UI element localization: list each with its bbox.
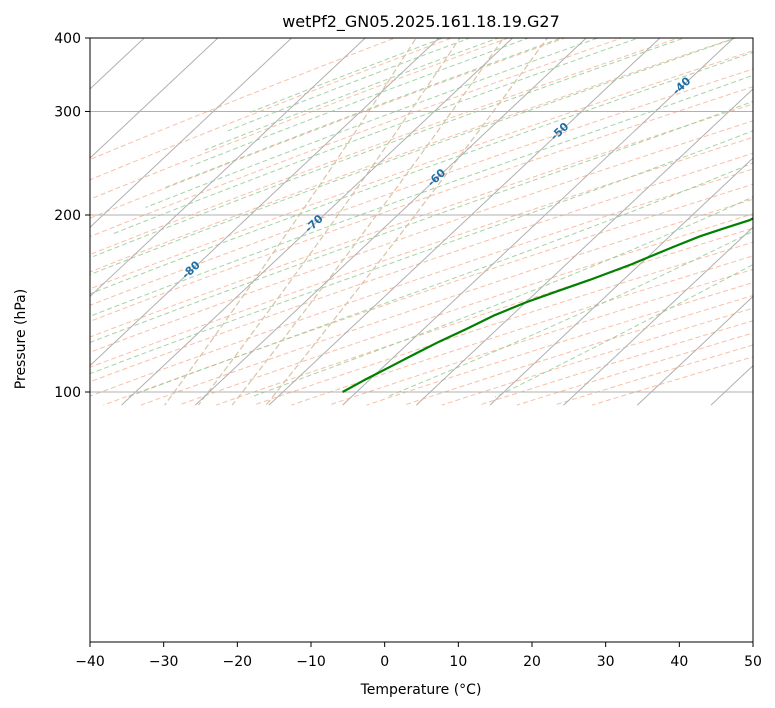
y-tick-label: 300 xyxy=(54,104,81,120)
frost-point-curve xyxy=(197,38,461,406)
plot-frame xyxy=(89,37,754,643)
isotherm-line xyxy=(342,38,735,406)
moist-adiabat xyxy=(90,130,753,375)
y-axis-ticks: 1002003004005006007008009001000 xyxy=(54,31,90,401)
moist-adiabats xyxy=(90,38,753,398)
dry-adiabat xyxy=(140,198,753,406)
sounding-series xyxy=(342,217,753,393)
x-tick-label: 30 xyxy=(597,654,615,670)
isotherm-line xyxy=(563,226,753,406)
isotherm-line xyxy=(194,38,587,406)
dry-adiabat xyxy=(90,68,753,306)
dry-adiabat xyxy=(178,213,753,406)
x-tick-label: −10 xyxy=(296,654,326,670)
dry-adiabat xyxy=(90,152,753,383)
isotherm-line xyxy=(90,38,219,159)
x-tick-label: −40 xyxy=(75,654,105,670)
x-tick-label: 0 xyxy=(380,654,389,670)
y-axis-title: Pressure (hPa) xyxy=(13,289,29,389)
frost-point-curve xyxy=(231,38,505,406)
dry-adiabat xyxy=(90,38,453,181)
x-tick-label: 50 xyxy=(744,654,762,670)
dewpoint-profile-line xyxy=(342,217,753,393)
y-tick-label: 200 xyxy=(54,208,81,224)
dry-adiabat xyxy=(90,38,567,219)
dry-adiabat xyxy=(103,183,753,406)
x-axis-title: Temperature (°C) xyxy=(360,682,482,698)
isobar-grid xyxy=(90,38,753,393)
x-tick-label: −20 xyxy=(223,654,253,670)
y-tick-label: 100 xyxy=(54,385,81,401)
frost-point-curve xyxy=(164,38,417,406)
moist-adiabat xyxy=(93,38,686,257)
x-tick-label: 10 xyxy=(449,654,467,670)
dry-adiabat xyxy=(90,136,753,368)
moist-adiabat xyxy=(145,38,600,208)
dry-adiabat xyxy=(90,38,680,256)
x-axis-ticks: −40 −30 −20 −10 0 10 20 30 40 50 xyxy=(75,642,762,670)
frost-point-curves xyxy=(164,38,549,406)
isotherm-grid xyxy=(90,38,753,406)
dry-adiabat xyxy=(90,120,753,353)
isotherm-line xyxy=(636,295,753,406)
isotherm-line xyxy=(268,38,661,406)
chart-title: wetPf2_GN05.2025.161.18.19.G27 xyxy=(282,12,560,32)
frost-point-curve xyxy=(265,38,549,406)
moist-adiabat xyxy=(90,74,753,317)
isotherm-line xyxy=(489,157,753,406)
y-tick-label: 400 xyxy=(54,31,81,47)
isotherm-line xyxy=(90,38,293,228)
isotherm-line xyxy=(90,38,440,367)
x-tick-label: 40 xyxy=(670,654,688,670)
isotherm-line xyxy=(121,38,514,406)
x-tick-label: 20 xyxy=(523,654,541,670)
dry-adiabats xyxy=(90,38,753,406)
plot-area: -100-90-80-70-60-50-40-30-20-10010203040… xyxy=(90,38,753,406)
isotherm-line xyxy=(90,38,366,298)
dry-adiabat xyxy=(90,38,737,273)
x-tick-label: −30 xyxy=(149,654,179,670)
moist-adiabat xyxy=(204,38,500,151)
